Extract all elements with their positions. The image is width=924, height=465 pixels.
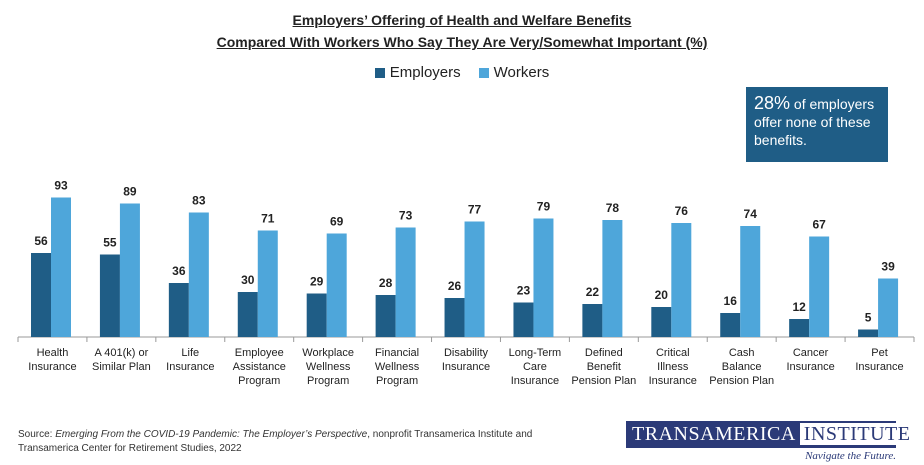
- bar: [188, 212, 209, 337]
- bar: [671, 223, 692, 337]
- bar: [809, 236, 830, 337]
- x-tick-label: A 401(k) or Similar Plan: [92, 347, 151, 373]
- x-tick-label: Pet Insurance: [855, 347, 904, 373]
- bar: [582, 304, 603, 337]
- data-label: 26: [448, 279, 462, 293]
- data-label: 67: [812, 218, 826, 232]
- bar: [306, 293, 327, 337]
- x-tick-label: Health Insurance: [28, 347, 77, 373]
- data-label: 36: [172, 264, 186, 278]
- legend-item: Workers: [478, 64, 550, 81]
- x-tick-label: Defined Benefit Pension Plan: [571, 347, 637, 387]
- data-label: 74: [744, 207, 758, 221]
- legend-label: Employers: [389, 64, 461, 81]
- logo-bar: TRANSAMERICA INSTITUTE: [626, 421, 915, 448]
- data-label: 29: [310, 275, 324, 289]
- legend-item: Employers: [374, 64, 461, 81]
- logo-name: TRANSAMERICA: [632, 423, 796, 445]
- bar: [533, 218, 554, 337]
- data-label: 28: [379, 276, 393, 290]
- bar: [789, 319, 810, 337]
- data-label: 30: [241, 273, 255, 287]
- bar: [257, 230, 278, 337]
- data-label: 55: [103, 236, 117, 250]
- annotation: 28% of employers offer none of these ben…: [746, 87, 888, 162]
- x-tick-label: Disability Insurance: [441, 347, 491, 373]
- bar: [326, 233, 347, 337]
- bar: [395, 227, 416, 337]
- data-label: 83: [192, 194, 206, 208]
- data-label: 93: [54, 179, 68, 193]
- data-label: 79: [537, 200, 551, 214]
- x-tick-label: Financial Wellness Program: [374, 347, 420, 387]
- data-label: 76: [675, 204, 689, 218]
- data-label: 69: [330, 215, 344, 229]
- data-label: 78: [606, 201, 620, 215]
- legend: Employers Workers: [0, 64, 924, 81]
- data-label: 39: [881, 260, 895, 274]
- data-label: 20: [655, 288, 669, 302]
- legend-swatch: [478, 67, 489, 78]
- bar: [237, 292, 258, 337]
- bar: [444, 298, 465, 337]
- x-tick-label: Employee Assistance Program: [232, 347, 286, 387]
- bar: [464, 221, 485, 337]
- bar: [51, 197, 71, 337]
- x-tick-label: Critical Illness Insurance: [648, 347, 697, 387]
- data-label: 73: [399, 209, 413, 223]
- x-tick-label: Cancer Insurance: [786, 347, 835, 373]
- data-label: 23: [517, 284, 531, 298]
- legend-label: Workers: [493, 64, 550, 81]
- bar: [99, 254, 120, 337]
- data-label: 16: [724, 294, 738, 308]
- bar: [513, 302, 534, 337]
- source-title: Emerging From the COVID-19 Pandemic: The…: [55, 429, 368, 440]
- x-tick-label: Workplace Wellness Program: [302, 347, 355, 387]
- bar: [740, 226, 761, 337]
- data-label: 12: [792, 300, 806, 314]
- logo: TRANSAMERICA INSTITUTE Navigate the Futur…: [626, 421, 915, 462]
- annotation-text: of employers offer none of these benefit…: [754, 96, 875, 148]
- data-label: 56: [34, 234, 48, 248]
- data-label: 89: [123, 185, 137, 199]
- data-label: 5: [865, 311, 872, 325]
- bar: [878, 278, 899, 337]
- bar: [119, 203, 140, 337]
- bar: [651, 307, 672, 337]
- bar: [31, 253, 51, 337]
- bar: [720, 313, 741, 337]
- data-label: 71: [261, 212, 275, 226]
- bar: [375, 295, 396, 337]
- x-tick-label: Long-Term Care Insurance: [508, 347, 562, 387]
- bar: [168, 283, 189, 337]
- x-tick-label: Cash Balance Pension Plan: [709, 347, 775, 387]
- bar: [858, 329, 879, 337]
- data-label: 22: [586, 285, 600, 299]
- chart-subtitle: Compared With Workers Who Say They Are V…: [216, 34, 708, 50]
- bar: [602, 220, 623, 337]
- chart-title: Employers’ Offering of Health and Welfar…: [292, 12, 632, 28]
- logo-word: INSTITUTE: [799, 423, 915, 445]
- data-label: 77: [468, 203, 482, 217]
- source-prefix: Source:: [18, 429, 53, 440]
- x-tick-label: Life Insurance: [166, 347, 215, 373]
- source: Source: Emerging From the COVID-19 Pande…: [18, 428, 578, 456]
- annotation-highlight: 28%: [754, 93, 791, 113]
- logo-tagline: Navigate the Future.: [805, 450, 896, 462]
- source-rest: , nonprofit Transamerica Institute and T…: [18, 429, 533, 454]
- legend-swatch: [374, 67, 385, 78]
